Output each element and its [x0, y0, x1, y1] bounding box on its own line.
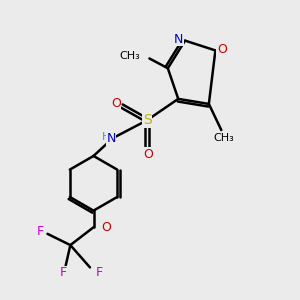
Text: N: N	[106, 132, 116, 145]
Text: H: H	[102, 132, 110, 142]
Text: F: F	[60, 266, 68, 279]
Text: O: O	[217, 43, 227, 56]
Text: F: F	[95, 266, 102, 279]
Text: O: O	[111, 97, 121, 110]
Text: CH₃: CH₃	[213, 133, 234, 142]
Text: S: S	[143, 113, 152, 127]
Text: CH₃: CH₃	[119, 51, 140, 61]
Text: O: O	[144, 148, 154, 161]
Text: F: F	[37, 225, 44, 238]
Text: N: N	[174, 33, 183, 46]
Text: O: O	[101, 221, 111, 234]
